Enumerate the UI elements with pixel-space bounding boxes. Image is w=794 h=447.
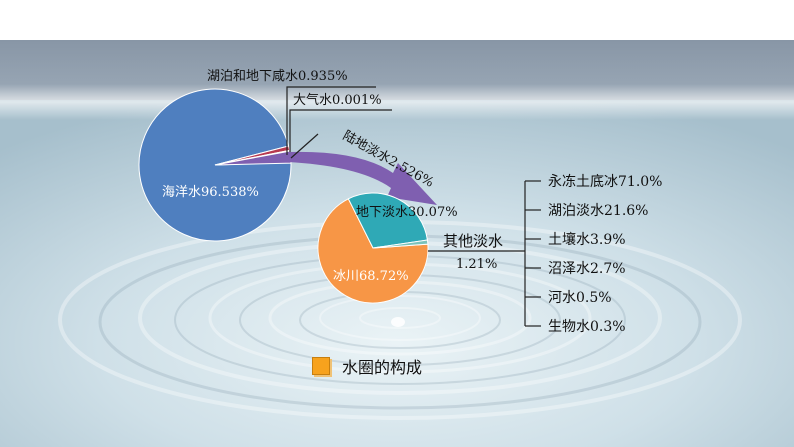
total-water-pie (138, 88, 292, 242)
freshwater-pie (317, 192, 429, 304)
slice-glacier (317, 198, 429, 304)
orange-square-icon (312, 357, 330, 375)
label-groundwater-fresh: 地下淡水30.07% (356, 205, 458, 220)
label-ocean: 海洋水96.538% (162, 185, 259, 200)
label-other-fresh-value: 1.21% (456, 257, 497, 272)
legend: 水圈的构成 (312, 355, 422, 377)
list-item-swamp-water: 沼泽水2.7% (548, 261, 626, 277)
list-item-soil-water: 土壤水3.9% (548, 231, 626, 248)
slice-groundwater-fresh (347, 192, 428, 249)
freshwater-breakdown-list: 永冻土底冰71.0% 湖泊淡水21.6% 土壤水3.9% 沼泽水2.7% 河水0… (548, 173, 662, 335)
legend-label: 水圈的构成 (342, 358, 423, 377)
label-glacier: 冰川68.72% (333, 269, 409, 284)
list-item-biological-water: 生物水0.3% (548, 319, 626, 335)
pie1-leader-lines (286, 86, 392, 159)
water-drop-icon (391, 317, 405, 327)
label-lake-ground-salt: 湖泊和地下咸水0.935% (207, 69, 348, 84)
list-item-permafrost-ice: 永冻土底冰71.0% (548, 173, 662, 190)
freshwater-bracket (428, 180, 541, 327)
label-atmosphere: 大气水0.001% (293, 92, 382, 108)
land-freshwater-arrow (288, 151, 437, 205)
list-item-lake-fresh: 湖泊淡水21.6% (548, 203, 648, 219)
label-other-fresh: 其他淡水 (443, 232, 503, 250)
list-item-river-water: 河水0.5% (548, 290, 612, 306)
slice-other-fresh (372, 239, 429, 249)
